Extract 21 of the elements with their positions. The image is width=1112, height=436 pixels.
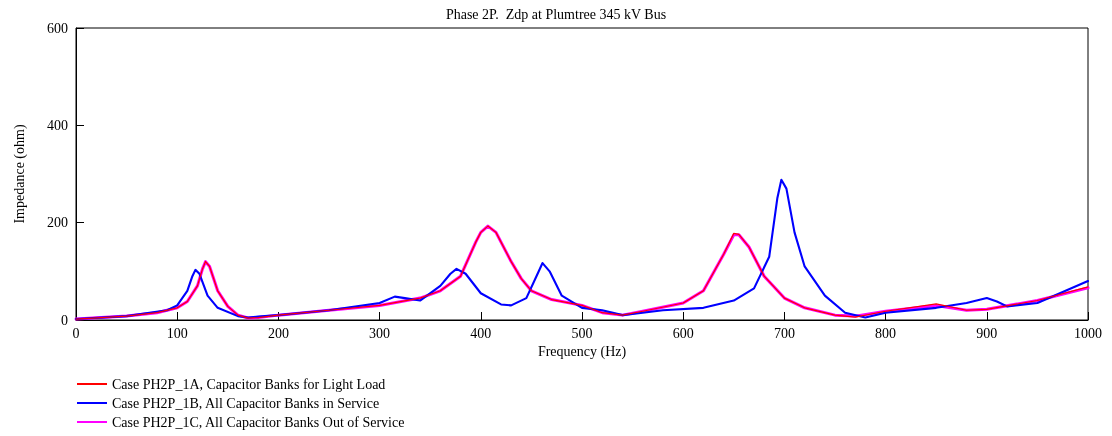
x-tick-label: 100	[166, 325, 188, 341]
x-axis-title: Frequency (Hz)	[537, 344, 627, 361]
y-axis-title: Impedance (ohm)	[11, 124, 28, 224]
x-tick-label: 200	[267, 325, 289, 341]
y-tick-label: 200	[47, 215, 68, 231]
x-tick-label: 1000	[1074, 325, 1102, 341]
y-tick-label: 0	[61, 312, 68, 328]
x-tick-label: 500	[571, 325, 593, 341]
legend-label: Case PH2P_1A, Capacitor Banks for Light Load	[112, 376, 386, 392]
y-tick-label: 400	[47, 117, 68, 133]
legend-label: Case PH2P_1B, All Capacitor Banks in Service	[112, 395, 380, 411]
x-tick-label: 400	[470, 325, 492, 341]
x-tick-label: 900	[976, 325, 998, 341]
legend-label: Case PH2P_1C, All Capacitor Banks Out of Service	[112, 414, 405, 430]
x-tick-label: 0	[72, 325, 80, 341]
x-tick-label: 700	[773, 325, 795, 341]
x-tick-label: 800	[875, 325, 897, 341]
x-tick-label: 300	[369, 325, 391, 341]
y-tick-label: 600	[47, 20, 68, 36]
chart-title: Phase 2P. Zdp at Plumtree 345 kV Bus	[445, 6, 667, 22]
x-tick-label: 600	[672, 325, 694, 341]
